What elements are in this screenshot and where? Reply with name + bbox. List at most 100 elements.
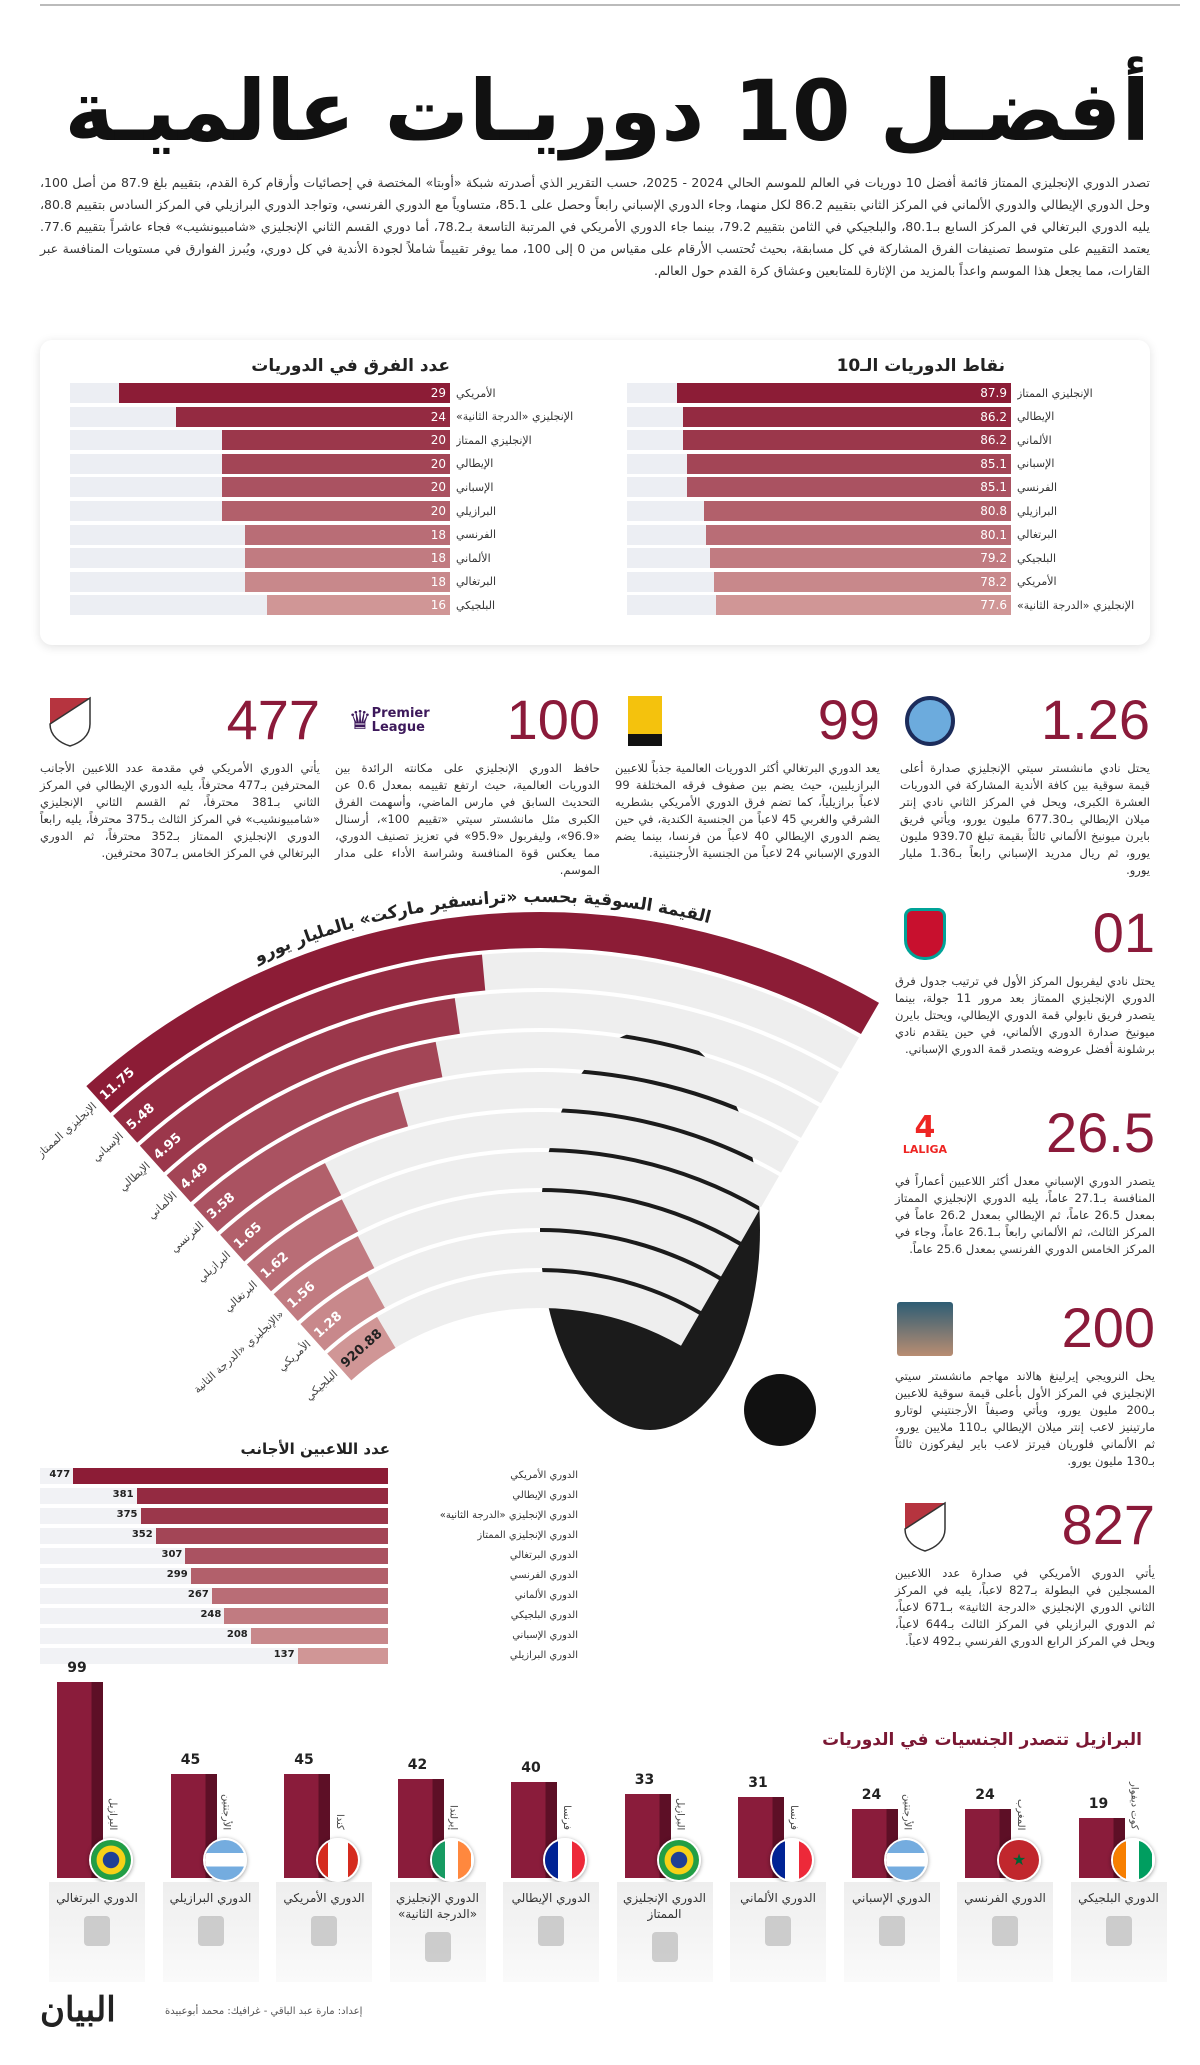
bar: 80.1 xyxy=(706,524,1011,545)
league-label: الدوري الإنجليزي الممتاز xyxy=(623,1891,706,1921)
bar-row: 299 الدوري الفرنسي xyxy=(40,1568,580,1585)
nationality-label: فرنسا xyxy=(561,1804,572,1830)
bar-row: 137 الدوري البرازيلي xyxy=(40,1648,580,1665)
bar-label: البرازيلي xyxy=(1017,504,1058,518)
arc-category-label: الفرنسي xyxy=(168,1219,206,1255)
bar: 18 xyxy=(244,524,450,545)
bar-label: البلجيكي xyxy=(456,598,496,612)
stat-block: 100 ♛ Premier League حافظ الدوري الإنجليزي … xyxy=(335,692,600,879)
nationality-label: الأرجنتين xyxy=(220,1793,232,1830)
bar-label: الدوري الألماني xyxy=(514,1590,578,1601)
arc-category-label: الألماني xyxy=(145,1188,180,1222)
arc-bar xyxy=(166,1041,443,1203)
stat-block: 99 يعد الدوري البرتغالي أكثر الدوريات الع… xyxy=(615,692,880,862)
bar-row: 80.1 البرتغالي xyxy=(627,524,1147,545)
nationalities-title: البرازيل تتصدر الجنسيات في الدوريات xyxy=(822,1730,1142,1750)
bar-label: الإيطالي xyxy=(1017,410,1055,424)
bar-label: الإنجليزي الممتاز xyxy=(1017,386,1093,400)
league-label-box: الدوري الأمريكي xyxy=(276,1882,372,1982)
nationality-label: كوت ديفوار xyxy=(1128,1782,1140,1830)
ivory-coast-flag-icon xyxy=(1110,1838,1155,1882)
stat-text: يأتي الدوري الأمريكي في مقدمة عدد اللاعب… xyxy=(40,761,321,860)
bar xyxy=(185,1548,388,1564)
bar-track: 80.1 xyxy=(627,524,1011,545)
argentina-flag-icon xyxy=(202,1838,247,1882)
bar-track: 24 xyxy=(70,406,450,427)
arc-bar xyxy=(86,912,879,1113)
bar: 20 xyxy=(221,501,450,521)
brasileirao-logo-icon xyxy=(197,1916,224,1946)
bar-value: 477 xyxy=(49,1469,71,1480)
bar-track: 77.6 xyxy=(627,595,1011,616)
efl-championship-logo-icon xyxy=(424,1932,451,1962)
bar-value: 208 xyxy=(226,1629,248,1640)
brand-logo: البيان xyxy=(40,1990,116,2030)
bar-track: 85.1 xyxy=(627,477,1011,498)
bar: 18 xyxy=(244,548,450,569)
stat-number: 1.26 xyxy=(1041,688,1150,751)
column-value: 33 xyxy=(634,1771,655,1788)
bar-value: 267 xyxy=(187,1589,209,1600)
arc-category-label: الإسباني xyxy=(90,1130,127,1165)
bar-label: الأمريكي xyxy=(1017,575,1057,589)
nationality-label: البرازيل xyxy=(107,1797,118,1830)
league-label: الدوري البرازيلي xyxy=(169,1891,252,1905)
column-value: 40 xyxy=(521,1760,541,1776)
liga-portugal-logo-icon xyxy=(84,1916,110,1946)
football-icon xyxy=(744,1374,816,1446)
league-label: الدوري البلجيكي xyxy=(1078,1891,1159,1905)
bar-row: 248 الدوري البلجيكي xyxy=(40,1608,580,1625)
bar: 20 xyxy=(221,430,450,451)
bar-value: 307 xyxy=(161,1549,183,1560)
nationality-label: الأرجنتين xyxy=(901,1793,913,1830)
league-label-box: الدوري البرتغالي xyxy=(49,1882,145,1982)
bar-label: الدوري البرتغالي xyxy=(509,1550,578,1561)
manchester-city-logo-icon xyxy=(900,692,960,750)
stat-number: 477 xyxy=(226,688,320,751)
bar-label: الإنجليزي «الدرجة الثانية» xyxy=(1017,598,1135,612)
canada-flag-icon xyxy=(316,1838,360,1882)
bar-label: الدوري الأمريكي xyxy=(510,1470,578,1481)
laliga-text: LALIGA xyxy=(902,1142,948,1156)
bar: 86.2 xyxy=(683,430,1011,451)
bar xyxy=(140,1508,388,1524)
bar-row: 85.1 الإسباني xyxy=(627,453,1147,474)
stat-block: 827 يأتي الدوري الأمريكي في صدارة عدد الل… xyxy=(895,1497,1155,1650)
team-count-title: عدد الفرق في الدوريات xyxy=(251,356,450,376)
nationality-label: إيرلندا xyxy=(447,1804,459,1830)
bar-track: 18 xyxy=(70,548,450,569)
bar-row: 352 الدوري الإنجليزي الممتاز xyxy=(40,1528,580,1545)
league-label-box: الدوري الإيطالي xyxy=(503,1882,599,1982)
premier-league-logo-icon: ♛ Premier League xyxy=(348,706,430,736)
bar-row: 79.2 البلجيكي xyxy=(627,548,1147,569)
league-label: الدوري الإسباني xyxy=(852,1891,931,1905)
bar: 85.1 xyxy=(687,453,1011,474)
bar-value: 299 xyxy=(166,1569,188,1580)
bar-row: 29 الأمريكي xyxy=(70,383,590,403)
league-label-box: الدوري البلجيكي xyxy=(1070,1882,1167,1982)
column-value: 42 xyxy=(407,1756,428,1773)
bar: 78.2 xyxy=(713,571,1011,592)
column-value: 45 xyxy=(294,1751,314,1768)
bar-value: 352 xyxy=(131,1529,153,1540)
column-value: 24 xyxy=(975,1787,995,1804)
bar-row: 20 الإيطالي xyxy=(70,453,590,474)
bar-value: 375 xyxy=(116,1509,138,1520)
bar: 20 xyxy=(221,453,450,474)
league-label: الدوري الفرنسي xyxy=(964,1891,1046,1905)
bar-label: الإنجليزي الممتاز xyxy=(456,433,532,447)
bar-track: 87.9 xyxy=(627,383,1011,403)
morocco-flag-icon: ★ xyxy=(997,1838,1041,1882)
stat-number: 01 xyxy=(1092,901,1155,964)
bar: 86.2 xyxy=(683,406,1011,427)
league-label: الدوري البرتغالي xyxy=(56,1891,138,1905)
bar-row: 18 الفرنسي xyxy=(70,524,590,545)
bar-row: 307 الدوري البرتغالي xyxy=(40,1548,580,1565)
bar-row: 85.1 الفرنسي xyxy=(627,477,1147,498)
bar-row: 78.2 الأمريكي xyxy=(627,571,1147,592)
mls-logo-icon xyxy=(895,1497,955,1555)
arc-bar xyxy=(220,1163,342,1262)
liga-portugal-logo-icon xyxy=(615,692,675,750)
bar-track: 29 xyxy=(70,383,450,403)
column-value: 19 xyxy=(1088,1795,1109,1812)
